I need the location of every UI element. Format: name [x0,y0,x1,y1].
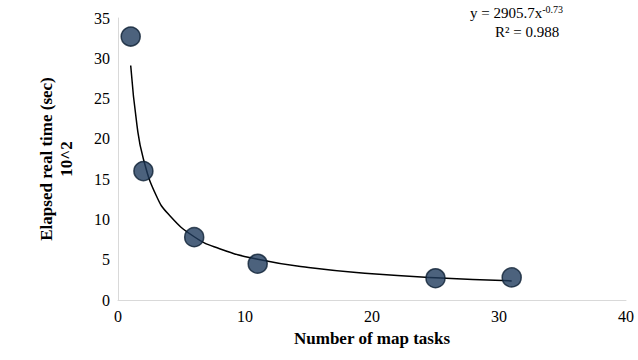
svg-text:10^2: 10^2 [57,141,76,176]
svg-text:20: 20 [364,308,380,325]
svg-text:10: 10 [94,211,110,228]
svg-text:0: 0 [114,308,122,325]
svg-text:30: 30 [491,308,507,325]
svg-text:Elapsed real time (sec): Elapsed real time (sec) [37,77,56,241]
svg-text:-0.73: -0.73 [542,4,563,15]
svg-text:R² = 0.988: R² = 0.988 [495,24,559,40]
svg-text:Number of map tasks: Number of map tasks [294,329,450,348]
svg-text:0: 0 [102,292,110,309]
svg-text:40: 40 [618,308,634,325]
svg-text:20: 20 [94,130,110,147]
svg-text:10: 10 [237,308,253,325]
svg-text:y = 2905.7x: y = 2905.7x [470,5,543,21]
svg-text:25: 25 [94,90,110,107]
svg-text:30: 30 [94,50,110,67]
svg-text:15: 15 [94,171,110,188]
svg-text:35: 35 [94,10,110,27]
svg-text:5: 5 [102,251,110,268]
